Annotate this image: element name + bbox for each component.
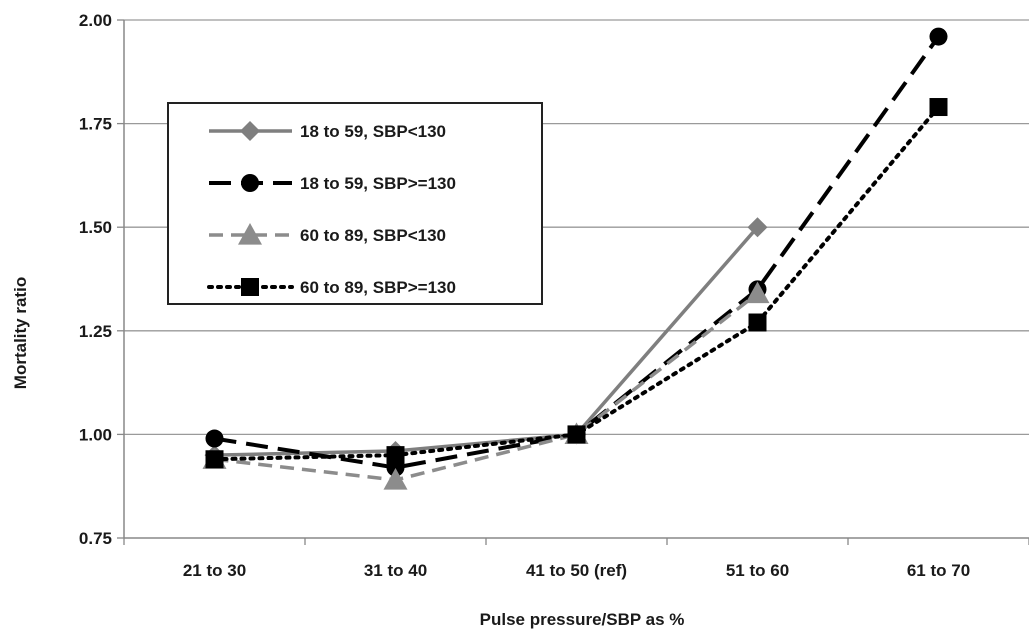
legend-item: 18 to 59, SBP>=130 <box>209 174 456 193</box>
legend-items: 18 to 59, SBP<130 18 to 59, SBP>=130 60 to… <box>207 121 456 297</box>
x-axis-title: Pulse pressure/SBP as % <box>480 610 685 629</box>
series-line <box>214 292 759 482</box>
legend-label: 60 to 89, SBP>=130 <box>300 278 456 297</box>
y-tick-labels: 0.75 1.00 1.25 1.50 1.75 2.00 <box>79 11 112 548</box>
data-point <box>745 281 770 304</box>
data-point <box>747 217 768 238</box>
legend-marker <box>241 278 259 296</box>
data-point <box>567 425 586 444</box>
y-tick-label: 1.00 <box>79 425 112 444</box>
data-point <box>386 446 405 465</box>
legend-box <box>167 102 543 305</box>
legend-item: 60 to 89, SBP<130 <box>209 223 446 245</box>
y-axis-title: Mortality ratio <box>11 277 30 389</box>
x-tick-label: 21 to 30 <box>183 561 246 580</box>
data-point <box>929 27 948 46</box>
legend-label: 18 to 59, SBP<130 <box>300 122 446 141</box>
data-point <box>205 450 224 469</box>
legend-label: 60 to 89, SBP<130 <box>300 226 446 245</box>
legend-marker <box>241 174 259 192</box>
axes <box>123 20 1029 539</box>
y-tick-label: 1.25 <box>79 322 112 341</box>
legend-item: 18 to 59, SBP<130 <box>209 121 446 141</box>
legend-label: 18 to 59, SBP>=130 <box>300 174 456 193</box>
y-tick-label: 1.75 <box>79 115 112 134</box>
x-tick-label: 41 to 50 (ref) <box>526 561 627 580</box>
data-point <box>929 98 948 117</box>
y-tick-label: 2.00 <box>79 11 112 30</box>
legend-item: 60 to 89, SBP>=130 <box>207 278 456 297</box>
x-tick-label: 31 to 40 <box>364 561 427 580</box>
x-tick-label: 51 to 60 <box>726 561 789 580</box>
series-line <box>214 226 759 457</box>
data-point <box>748 313 767 332</box>
data-point <box>205 429 224 448</box>
legend-marker <box>240 121 260 141</box>
legend-marker <box>238 223 262 245</box>
y-tick-label: 0.75 <box>79 529 112 548</box>
x-tick-labels: 21 to 30 31 to 40 41 to 50 (ref) 51 to 60 61… <box>123 538 1029 580</box>
series <box>202 27 948 490</box>
data-point <box>383 467 408 490</box>
x-tick-label: 61 to 70 <box>907 561 970 580</box>
y-tick-label: 1.50 <box>79 218 112 237</box>
legend: 18 to 59, SBP<130 18 to 59, SBP>=130 60 to… <box>167 102 543 305</box>
series-4 <box>205 98 948 469</box>
